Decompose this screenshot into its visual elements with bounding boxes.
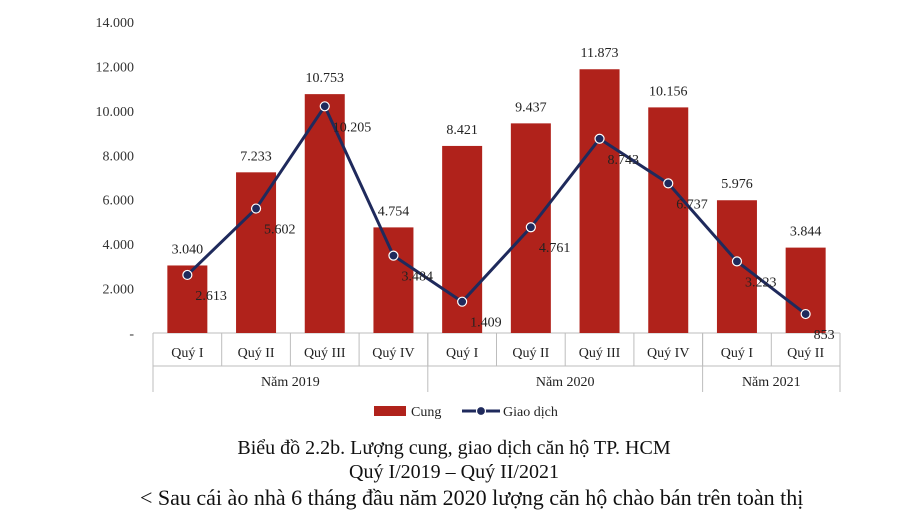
category-label: Quý III — [304, 346, 346, 361]
group-label: Năm 2021 — [742, 375, 801, 390]
category-label: Quý I — [721, 346, 754, 361]
y-tick-label: 10.000 — [96, 105, 135, 120]
legend-label-cung: Cung — [411, 405, 441, 420]
bar-data-label: 3.040 — [172, 242, 204, 257]
line-point — [250, 203, 262, 214]
line-data-label: 10.205 — [333, 120, 372, 135]
y-tick-label: 6.000 — [103, 194, 135, 209]
category-label: Quý I — [171, 346, 204, 361]
chart-caption: Biểu đồ 2.2b. Lượng cung, giao dịch căn … — [0, 436, 908, 484]
line-data-label: 2.613 — [195, 289, 227, 304]
combo-chart: - 2.000 4.000 6.000 8.000 10.000 12.000 14.000 N… — [96, 16, 841, 420]
category-label: Quý IV — [647, 346, 689, 361]
bar — [373, 227, 414, 333]
line-point — [319, 101, 330, 112]
caption-line-1: Biểu đồ 2.2b. Lượng cung, giao dịch căn … — [237, 437, 671, 459]
bar-data-label: 8.421 — [446, 123, 478, 138]
line-point — [594, 133, 605, 144]
bar-data-label: 10.753 — [306, 71, 345, 86]
bar-data-label: 11.873 — [581, 46, 619, 61]
caption-line-2: Quý I/2019 – Quý II/2021 — [349, 461, 559, 483]
y-tick-label: 4.000 — [103, 238, 135, 253]
line-point — [182, 269, 193, 281]
legend-swatch-cung — [374, 406, 406, 416]
bar-data-label: 10.156 — [649, 84, 688, 99]
legend-swatch-marker — [475, 405, 487, 417]
line-data-label: 8.743 — [608, 153, 640, 168]
y-tick-label: 2.000 — [103, 283, 135, 298]
y-tick-label: 12.000 — [96, 60, 135, 75]
category-label: Quý III — [579, 346, 621, 361]
line-data-label: 3.484 — [401, 270, 433, 285]
line-data-label: 1.409 — [470, 316, 502, 331]
line-point — [731, 256, 743, 267]
legend-label-giao-dich: Giao dịch — [503, 405, 558, 420]
bar-data-label: 4.754 — [378, 204, 410, 219]
group-label: Năm 2020 — [536, 375, 595, 390]
line-data-label: 4.761 — [539, 241, 571, 256]
line-data-label: 853 — [814, 328, 835, 343]
bar-data-label: 5.976 — [721, 177, 753, 192]
y-tick-label: 14.000 — [96, 16, 135, 31]
bar — [716, 200, 757, 333]
line-data-label: 6.737 — [676, 197, 708, 212]
line-point — [525, 222, 536, 233]
body-text-line: < Sau cái ào nhà 6 tháng đầu năm 2020 lư… — [140, 485, 804, 510]
bar-data-label: 9.437 — [515, 100, 547, 115]
bar-data-label: 7.233 — [240, 149, 272, 164]
y-tick-label: - — [129, 327, 134, 342]
series-line — [186, 104, 807, 316]
line-point — [388, 250, 399, 261]
category-label: Quý IV — [372, 346, 414, 361]
y-tick-label: 8.000 — [103, 149, 135, 164]
category-label: Quý II — [787, 346, 824, 361]
bar — [236, 172, 277, 333]
line-point — [663, 178, 674, 189]
category-label: Quý I — [446, 346, 479, 361]
line-point — [457, 296, 468, 307]
group-label: Năm 2019 — [261, 375, 320, 390]
category-label: Quý II — [238, 346, 275, 361]
line-data-label: 5.602 — [264, 223, 296, 238]
bar — [648, 107, 689, 333]
bar — [579, 69, 620, 333]
bar — [785, 247, 826, 333]
bar-data-label: 3.844 — [790, 225, 822, 240]
category-label: Quý II — [512, 346, 549, 361]
line-data-label: 3.223 — [745, 275, 777, 290]
line-point — [800, 308, 811, 320]
